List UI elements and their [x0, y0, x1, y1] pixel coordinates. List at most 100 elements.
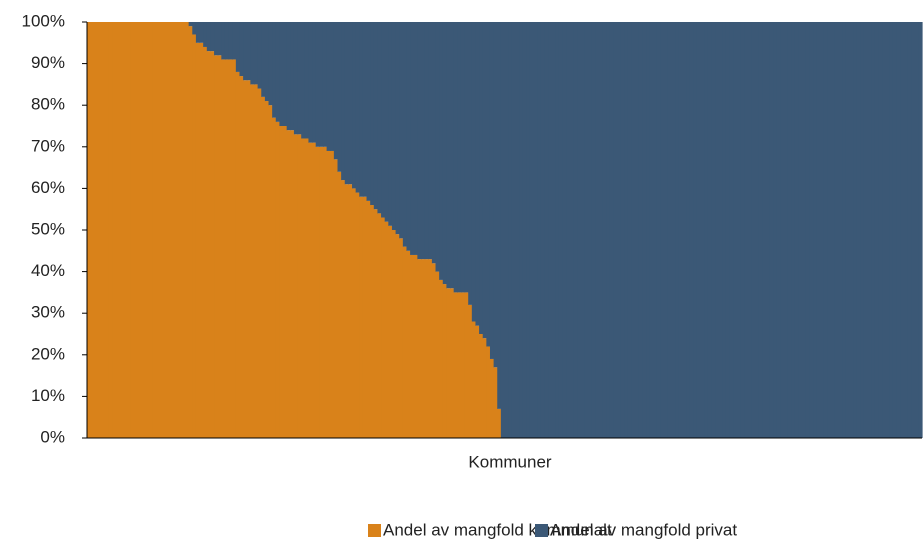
bar-segment — [290, 130, 295, 438]
bar-segment — [377, 213, 382, 438]
bar-segment — [239, 76, 244, 438]
bar-segment — [511, 22, 516, 438]
bar-segment — [424, 259, 429, 438]
bar-segment — [896, 22, 901, 438]
bar-segment — [214, 22, 219, 56]
bar-segment — [838, 22, 843, 438]
y-tick-label: 20% — [31, 344, 65, 363]
bar-segment — [460, 292, 466, 438]
bar-segment — [453, 292, 458, 438]
bar-segment — [130, 22, 135, 438]
bar-segment — [515, 22, 520, 438]
bar-segment — [206, 51, 212, 439]
bar-segment — [744, 22, 749, 438]
bar-segment — [794, 22, 800, 438]
bar-segment — [798, 22, 803, 438]
bar-segment — [450, 288, 455, 438]
bar-segment — [675, 22, 680, 438]
bar-segment — [257, 88, 262, 438]
bar-segment — [911, 22, 916, 438]
bar-segment — [246, 80, 251, 439]
bar-segment — [602, 22, 607, 438]
bar-segment — [489, 358, 495, 438]
bar-segment — [388, 225, 393, 438]
bar-segment — [272, 22, 277, 118]
bar-segment — [860, 22, 865, 438]
bar-segment — [529, 22, 535, 438]
bar-segment — [453, 22, 458, 293]
bar-segment — [275, 121, 281, 438]
bar-segment — [853, 22, 858, 438]
bar-segment — [780, 22, 785, 438]
bar-segment — [399, 22, 404, 239]
bar-segment — [442, 22, 448, 285]
bar-segment — [264, 101, 270, 438]
bar-segment — [352, 188, 357, 438]
bar-segment — [584, 22, 589, 438]
bar-segment — [533, 22, 538, 438]
bar-segment — [192, 22, 197, 35]
bar-segment — [406, 250, 411, 438]
bar-segment — [631, 22, 636, 438]
bar-segment — [558, 22, 564, 438]
legend-swatch — [535, 524, 548, 537]
bar-segment — [272, 117, 277, 439]
bar-segment — [457, 22, 462, 293]
bar-segment — [867, 22, 872, 438]
bar-segment — [330, 150, 335, 438]
bar-segment — [646, 22, 651, 438]
bar-segment — [384, 22, 389, 222]
bar-segment — [475, 22, 480, 326]
bar-segment — [613, 22, 618, 438]
bar-segment — [635, 22, 640, 438]
bar-segment — [696, 22, 702, 438]
bar-segment — [486, 22, 491, 347]
bar-segment — [704, 22, 709, 438]
bar-segment — [145, 22, 150, 438]
bar-segment — [450, 22, 455, 289]
bar-segment — [482, 338, 487, 438]
bar-segment — [410, 254, 415, 438]
bar-segment — [729, 22, 734, 438]
bar-segment — [297, 22, 302, 135]
bar-segment — [664, 22, 669, 438]
bar-segment — [755, 22, 760, 438]
bar-segment — [573, 22, 578, 438]
bar-segment — [141, 22, 146, 438]
bar-segment — [725, 22, 731, 438]
bar-segment — [762, 22, 767, 438]
y-tick-label: 90% — [31, 53, 65, 72]
bar-segment — [166, 22, 172, 438]
bar-segment — [722, 22, 727, 438]
bar-segment — [264, 22, 270, 102]
bar-segment — [261, 96, 266, 438]
bar-segment — [315, 146, 320, 439]
bar-segment — [254, 84, 259, 439]
legend-swatch — [368, 524, 381, 537]
bar-segment — [370, 205, 375, 438]
y-tick-label: 80% — [31, 95, 65, 114]
bar-segment — [366, 200, 371, 438]
bar-segment — [871, 22, 876, 438]
bar-segment — [809, 22, 814, 438]
bar-segment — [566, 22, 571, 438]
bar-segment — [250, 22, 255, 85]
bar-segment — [388, 22, 393, 226]
bar-segment — [874, 22, 880, 438]
bar-segment — [402, 22, 408, 247]
bar-segment — [627, 22, 633, 438]
y-tick-label: 40% — [31, 261, 65, 280]
bar-segment — [428, 259, 433, 438]
bar-segment — [152, 22, 157, 438]
bar-segment — [413, 254, 418, 438]
bar-segment — [177, 22, 182, 438]
bar-segment — [384, 221, 389, 438]
bar-segment — [94, 22, 99, 438]
bar-segment — [279, 126, 284, 438]
bar-segment — [203, 46, 208, 439]
bar-segment — [787, 22, 792, 438]
bar-segment — [892, 22, 898, 438]
bar-segment — [577, 22, 582, 438]
bar-segment — [159, 22, 164, 438]
bar-segment — [784, 22, 789, 438]
